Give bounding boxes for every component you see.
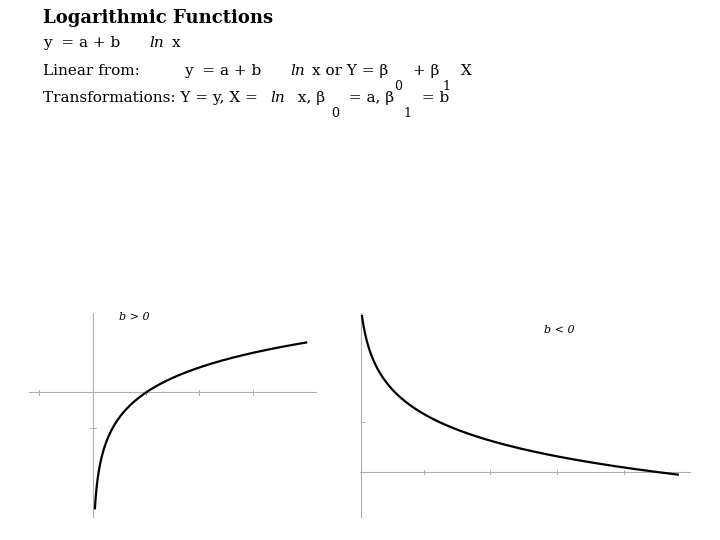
Text: x, β: x, β: [293, 91, 325, 105]
Text: 1: 1: [443, 80, 451, 93]
Text: x or Y = β: x or Y = β: [312, 64, 389, 78]
Text: x: x: [172, 36, 181, 50]
Text: y  = a + b: y = a + b: [43, 36, 125, 50]
Text: + β: + β: [408, 64, 439, 78]
Text: ln: ln: [290, 64, 305, 78]
Text: 0: 0: [331, 107, 339, 120]
Text: ln: ln: [150, 36, 164, 50]
Text: y  = a + b: y = a + b: [184, 64, 266, 78]
Text: b < 0: b < 0: [544, 325, 575, 335]
Text: b > 0: b > 0: [120, 313, 150, 322]
Text: 1: 1: [404, 107, 412, 120]
Text: Logarithmic Functions: Logarithmic Functions: [43, 9, 274, 27]
Text: ln: ln: [271, 91, 285, 105]
Text: Transformations: Y = y, X =: Transformations: Y = y, X =: [43, 91, 263, 105]
Text: Linear from:: Linear from:: [43, 64, 140, 78]
Text: 0: 0: [395, 80, 402, 93]
Text: = a, β: = a, β: [344, 91, 395, 105]
Text: X: X: [456, 64, 472, 78]
Text: = b: = b: [417, 91, 449, 105]
